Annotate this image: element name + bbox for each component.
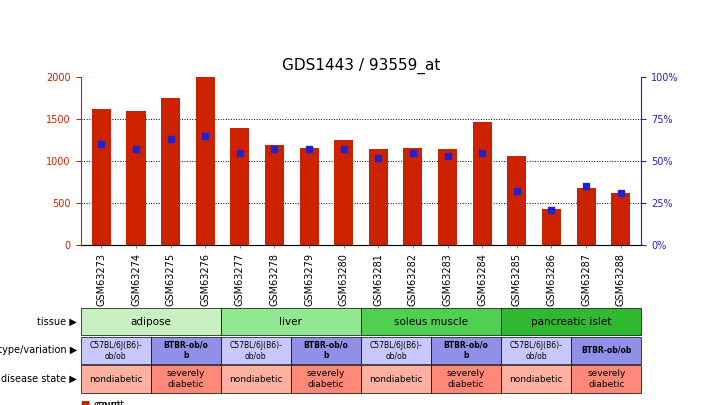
Point [373, 154, 384, 161]
Text: nondiabetic: nondiabetic [510, 375, 563, 384]
Text: severely
diabetic: severely diabetic [307, 369, 345, 389]
Text: C57BL/6J(B6)-
ob/ob: C57BL/6J(B6)- ob/ob [369, 341, 423, 360]
Point [165, 136, 176, 143]
Point [304, 146, 315, 152]
Point [200, 132, 211, 139]
Text: nondiabetic: nondiabetic [229, 375, 283, 384]
Text: BTBR-ob/o
b: BTBR-ob/o b [304, 341, 348, 360]
Bar [126, 111, 146, 245]
Text: liver: liver [280, 317, 302, 326]
Text: severely
diabetic: severely diabetic [167, 369, 205, 389]
Text: BTBR-ob/ob: BTBR-ob/ob [581, 346, 632, 355]
Bar [92, 109, 111, 245]
Point [407, 149, 418, 156]
Bar [438, 149, 457, 245]
Point [615, 190, 626, 196]
Text: tissue ▶: tissue ▶ [37, 317, 77, 326]
Text: genotype/variation ▶: genotype/variation ▶ [0, 345, 77, 355]
Point [130, 146, 142, 152]
Point [580, 183, 592, 190]
Bar [299, 147, 319, 245]
Text: nondiabetic: nondiabetic [369, 375, 423, 384]
Bar [231, 128, 250, 245]
Text: disease state ▶: disease state ▶ [1, 374, 77, 384]
Text: C57BL/6J(B6)-
ob/ob: C57BL/6J(B6)- ob/ob [89, 341, 142, 360]
Bar [196, 77, 215, 245]
Point [546, 207, 557, 213]
Bar [334, 140, 353, 245]
Point [442, 153, 453, 159]
Text: ■: ■ [81, 400, 90, 405]
Bar [611, 193, 630, 245]
Bar [403, 148, 423, 245]
Text: nondiabetic: nondiabetic [89, 375, 142, 384]
Point [269, 146, 280, 152]
Bar [161, 98, 180, 245]
Point [96, 141, 107, 147]
Text: BTBR-ob/o
b: BTBR-ob/o b [163, 341, 208, 360]
Text: C57BL/6J(B6)-
ob/ob: C57BL/6J(B6)- ob/ob [510, 341, 563, 360]
Text: severely
diabetic: severely diabetic [587, 369, 625, 389]
Bar [265, 145, 284, 245]
Text: adipose: adipose [130, 317, 171, 326]
Text: pancreatic islet: pancreatic islet [531, 317, 611, 326]
Bar [542, 209, 561, 245]
Bar [508, 156, 526, 245]
Text: soleus muscle: soleus muscle [394, 317, 468, 326]
Point [477, 149, 488, 156]
Bar [576, 188, 596, 245]
Bar [369, 149, 388, 245]
Point [511, 188, 522, 194]
Bar [472, 122, 491, 245]
Point [234, 149, 245, 156]
Text: count: count [93, 400, 121, 405]
Title: GDS1443 / 93559_at: GDS1443 / 93559_at [282, 58, 440, 74]
Text: C57BL/6J(B6)-
ob/ob: C57BL/6J(B6)- ob/ob [229, 341, 283, 360]
Text: ■  count: ■ count [81, 400, 124, 405]
Point [338, 146, 349, 152]
Text: BTBR-ob/o
b: BTBR-ob/o b [444, 341, 489, 360]
Text: severely
diabetic: severely diabetic [447, 369, 485, 389]
